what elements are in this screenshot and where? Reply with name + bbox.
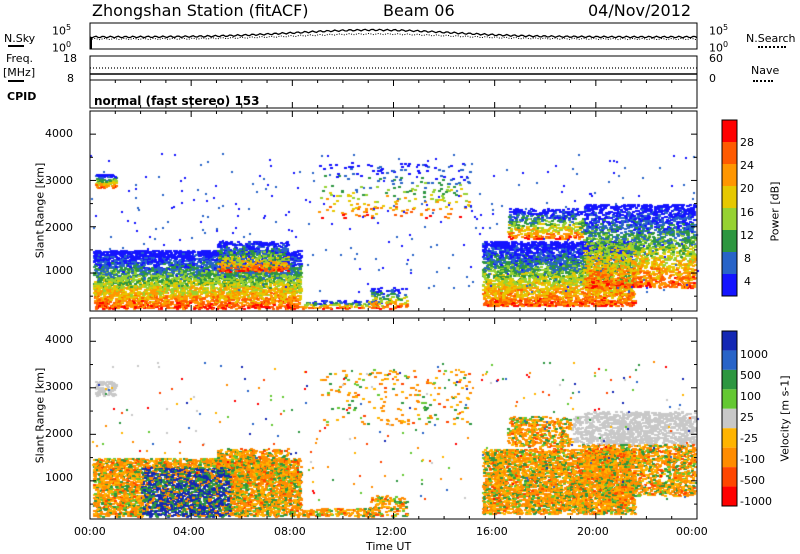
freq-label: Freq. xyxy=(6,52,34,65)
power-cbar-tick-20: 20 xyxy=(740,182,754,195)
nsky-underline xyxy=(8,45,24,47)
power-colorbar-segment xyxy=(722,186,737,208)
power-ytick-1000: 1000 xyxy=(45,264,73,277)
nsearch-tick-top: 105 xyxy=(709,23,729,38)
cpid-value: normal (fast stereo) 153 xyxy=(94,94,260,108)
date-label: 04/Nov/2012 xyxy=(588,1,692,20)
beam-label: Beam 06 xyxy=(383,1,455,20)
nsearch-label: N.Search xyxy=(746,32,796,45)
power-colorbar-segment xyxy=(722,142,737,164)
velocity-ylabel: Slant Range [km] xyxy=(33,367,47,464)
power-cbar-tick-12: 12 xyxy=(740,229,754,242)
nave-label: Nave xyxy=(751,64,780,77)
nsky-label: N.Sky xyxy=(4,32,36,45)
velocity-colorbar-segment xyxy=(722,331,737,351)
cpid-label: CPID xyxy=(7,90,37,103)
freq-underline xyxy=(8,80,24,82)
velocity-ytick-1000: 1000 xyxy=(45,471,73,484)
power-colorbar-segment xyxy=(722,208,737,230)
velocity-colorbar-segment xyxy=(722,369,737,390)
power-cbar-label: Power [dB] xyxy=(768,181,782,242)
nsky-frame xyxy=(89,22,698,50)
xtick-0400: 04:00 xyxy=(173,525,205,538)
vel-cbar-tick-1000: 1000 xyxy=(740,348,768,361)
velocity-colorbar-segment xyxy=(722,408,737,429)
power-colorbar-segment xyxy=(722,274,737,296)
nsky-tick-bottom: 100 xyxy=(52,40,72,55)
xtick-1200: 12:00 xyxy=(375,525,407,538)
velocity-ytick-3000: 3000 xyxy=(45,380,73,393)
xtick-0000: 00:00 xyxy=(74,525,106,538)
velocity-colorbar-segment xyxy=(722,389,737,409)
nsky-tick-top: 105 xyxy=(52,23,72,38)
vel-cbar-tick-500: 500 xyxy=(740,369,761,382)
vel-cbar-tick-neg500: -500 xyxy=(740,474,765,487)
nsearch-curve xyxy=(89,32,698,41)
power-cbar-tick-16: 16 xyxy=(740,206,754,219)
velocity-colorbar-segment xyxy=(722,428,737,448)
nave-tick-bottom: 0 xyxy=(709,72,716,85)
velocity-ytick-2000: 2000 xyxy=(45,427,73,440)
freq-tick-top: 18 xyxy=(63,52,77,65)
vel-cbar-tick-25: 25 xyxy=(740,411,754,424)
velocity-colorbar-segment xyxy=(722,447,737,468)
xtick-1600: 16:00 xyxy=(476,525,508,538)
xtick-2000: 20:00 xyxy=(577,525,609,538)
power-ytick-2000: 2000 xyxy=(45,221,73,234)
power-colorbar-frame xyxy=(721,119,738,297)
power-cbar-tick-4: 4 xyxy=(744,275,751,288)
xtick-2400: 00:00 xyxy=(676,525,708,538)
vel-cbar-tick-neg25: -25 xyxy=(740,432,758,445)
velocity-colorbar-segment xyxy=(722,350,737,370)
nave-tick-top: 60 xyxy=(709,52,723,65)
station-title: Zhongshan Station (fitACF) xyxy=(92,1,309,20)
xtick-0800: 08:00 xyxy=(274,525,306,538)
nsky-curve xyxy=(89,28,698,39)
power-cbar-tick-28: 28 xyxy=(740,136,754,149)
velocity-cbar-label-text: Velocity [m s-1] xyxy=(778,375,792,462)
nsearch-dotted xyxy=(758,46,786,48)
velocity-colorbar-segment xyxy=(722,467,737,487)
velocity-frame xyxy=(89,317,698,520)
velocity-cbar-label: Velocity [m s-1] xyxy=(778,369,792,469)
power-ytick-4000: 4000 xyxy=(45,127,73,140)
power-colorbar-segment xyxy=(722,120,737,142)
power-colorbar-segment xyxy=(722,252,737,274)
power-ylabel: Slant Range [km] xyxy=(33,162,47,259)
power-colorbar-segment xyxy=(722,164,737,186)
velocity-ytick-4000: 4000 xyxy=(45,333,73,346)
power-cbar-tick-24: 24 xyxy=(740,159,754,172)
nave-dotted xyxy=(753,80,773,82)
nsearch-tick-bottom: 100 xyxy=(709,40,729,55)
velocity-colorbar-segment xyxy=(722,486,737,506)
power-colorbar-segment xyxy=(722,230,737,252)
freq-tick-bottom: 8 xyxy=(67,72,74,85)
x-axis-label: Time UT xyxy=(366,540,412,553)
power-frame xyxy=(89,110,698,312)
freq-unit-label: [MHz] xyxy=(3,66,36,79)
power-cbar-tick-8: 8 xyxy=(744,252,751,265)
vel-cbar-tick-100: 100 xyxy=(740,390,761,403)
vel-cbar-tick-neg1000: -1000 xyxy=(740,495,772,508)
power-ytick-3000: 3000 xyxy=(45,174,73,187)
velocity-colorbar-frame xyxy=(721,330,738,507)
vel-cbar-tick-neg100: -100 xyxy=(740,453,765,466)
